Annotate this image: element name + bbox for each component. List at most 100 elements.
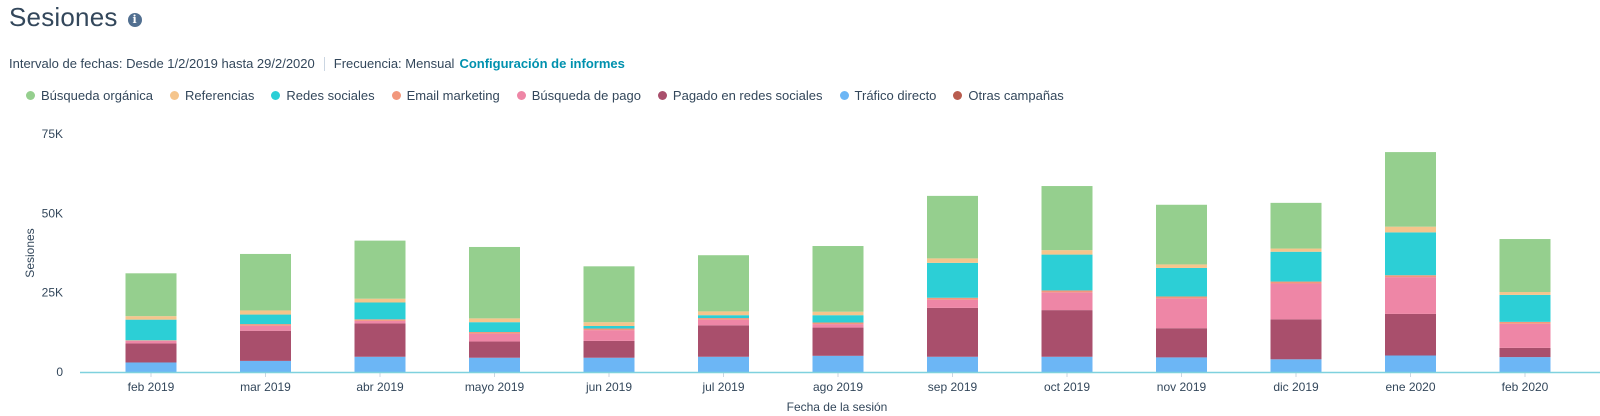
bar-segment xyxy=(469,322,520,333)
title-row: Sesiones i xyxy=(9,2,142,33)
bar-segment xyxy=(1041,186,1093,251)
legend-item[interactable]: Búsqueda orgánica xyxy=(26,88,153,103)
bar-segment xyxy=(125,340,177,341)
bar-segment xyxy=(1041,310,1093,357)
bar-segment xyxy=(469,332,520,334)
bar-segment xyxy=(1385,232,1436,276)
bar-segment xyxy=(469,357,520,372)
legend-label: Email marketing xyxy=(406,88,500,103)
y-tick-label: 50K xyxy=(42,206,63,220)
bar-segment xyxy=(125,362,177,372)
bar-segment xyxy=(1156,296,1207,299)
bar-segment xyxy=(240,253,291,311)
bar-segment xyxy=(1499,321,1551,324)
bar-segment xyxy=(583,322,635,326)
bar-segment xyxy=(1499,239,1551,293)
bar-segment xyxy=(354,240,406,299)
bar-segment xyxy=(1499,323,1551,348)
bar-segment xyxy=(354,319,406,321)
bar-segment xyxy=(469,318,520,323)
legend-item[interactable]: Búsqueda de pago xyxy=(516,88,641,103)
bar-segment xyxy=(927,297,978,300)
legend-label: Búsqueda de pago xyxy=(531,88,641,103)
bar-segment xyxy=(1041,356,1093,372)
x-tick-label: jun 2019 xyxy=(585,380,632,394)
x-tick-label: dic 2019 xyxy=(1273,380,1319,394)
bar-segment xyxy=(812,324,864,328)
bar-segment xyxy=(1499,347,1551,358)
bar-segment xyxy=(698,315,749,319)
bar-segment xyxy=(240,360,291,372)
legend-item[interactable]: Otras campañas xyxy=(953,88,1064,103)
bar-segment xyxy=(1270,202,1322,249)
bar-segment xyxy=(927,195,978,259)
bar-segment xyxy=(812,311,864,316)
bar-segment xyxy=(812,246,864,312)
bar-segment xyxy=(812,315,864,323)
bar-segment xyxy=(354,356,406,372)
bar-segment xyxy=(240,324,291,326)
x-tick-label: mayo 2019 xyxy=(465,380,525,394)
legend-swatch xyxy=(391,91,401,100)
bar-segment xyxy=(1156,298,1207,329)
x-tick-label: ene 2020 xyxy=(1385,380,1435,394)
bar-segment xyxy=(1041,292,1093,311)
bar-segment xyxy=(1156,264,1207,268)
x-tick-label: mar 2019 xyxy=(240,380,291,394)
bar-segment xyxy=(1499,294,1551,322)
chart-legend: Búsqueda orgánica Referencias Redes social… xyxy=(26,88,1081,103)
bar-segment xyxy=(240,325,291,331)
legend-swatch xyxy=(839,91,849,100)
bar-segment xyxy=(1385,277,1436,314)
info-icon[interactable]: i xyxy=(127,12,142,27)
legend-swatch xyxy=(516,91,526,100)
bar-segment xyxy=(1156,328,1207,358)
x-tick-label: nov 2019 xyxy=(1157,380,1207,394)
bar-segment xyxy=(354,302,406,320)
bar-segment xyxy=(927,258,978,263)
bar-segment xyxy=(1385,313,1436,356)
report-settings-link[interactable]: Configuración de informes xyxy=(459,56,625,71)
legend-label: Redes sociales xyxy=(286,88,375,103)
legend-label: Tráfico directo xyxy=(854,88,937,103)
bar-segment xyxy=(1385,355,1436,372)
legend-swatch xyxy=(271,91,281,100)
bar-segment xyxy=(1041,290,1093,293)
bar-segment xyxy=(125,316,177,320)
frequency-label: Frecuencia: xyxy=(333,56,402,71)
bar-segment xyxy=(125,343,177,363)
bar-segment xyxy=(1270,248,1322,252)
legend-item[interactable]: Pagado en redes sociales xyxy=(657,88,823,103)
y-tick-label: 75K xyxy=(42,127,63,141)
bar-segment xyxy=(354,320,406,324)
x-axis-label: Fecha de la sesión xyxy=(787,400,888,414)
bar-segment xyxy=(927,299,978,308)
bar-segment xyxy=(125,273,177,317)
legend-item[interactable]: Tráfico directo xyxy=(839,88,937,103)
bar-segment xyxy=(469,333,520,342)
bar-segment xyxy=(583,340,635,358)
frequency-value: Mensual xyxy=(405,56,455,71)
bar-segment xyxy=(583,357,635,372)
bar-segment xyxy=(1156,204,1207,265)
bar-segment xyxy=(1041,250,1093,255)
x-tick-label: abr 2019 xyxy=(356,380,404,394)
bar-segment xyxy=(1270,359,1322,372)
report-meta: Intervalo de fechas: Desde 1/2/2019 hast… xyxy=(9,56,625,71)
bar-segment xyxy=(469,246,520,319)
bar-segment xyxy=(583,328,635,331)
bar-segment xyxy=(469,341,520,358)
bar-segment xyxy=(583,330,635,341)
bar-segment xyxy=(698,356,749,372)
bar-segment xyxy=(1041,254,1093,291)
legend-item[interactable]: Redes sociales xyxy=(271,88,375,103)
x-tick-label: ago 2019 xyxy=(813,380,863,394)
date-range-value: Desde 1/2/2019 hasta 29/2/2020 xyxy=(126,56,315,71)
bar-segment xyxy=(1156,357,1207,372)
legend-label: Pagado en redes sociales xyxy=(672,88,823,103)
legend-item[interactable]: Email marketing xyxy=(391,88,500,103)
legend-item[interactable]: Referencias xyxy=(170,88,254,103)
bar-segment xyxy=(698,311,749,316)
y-tick-label: 0 xyxy=(56,365,63,379)
